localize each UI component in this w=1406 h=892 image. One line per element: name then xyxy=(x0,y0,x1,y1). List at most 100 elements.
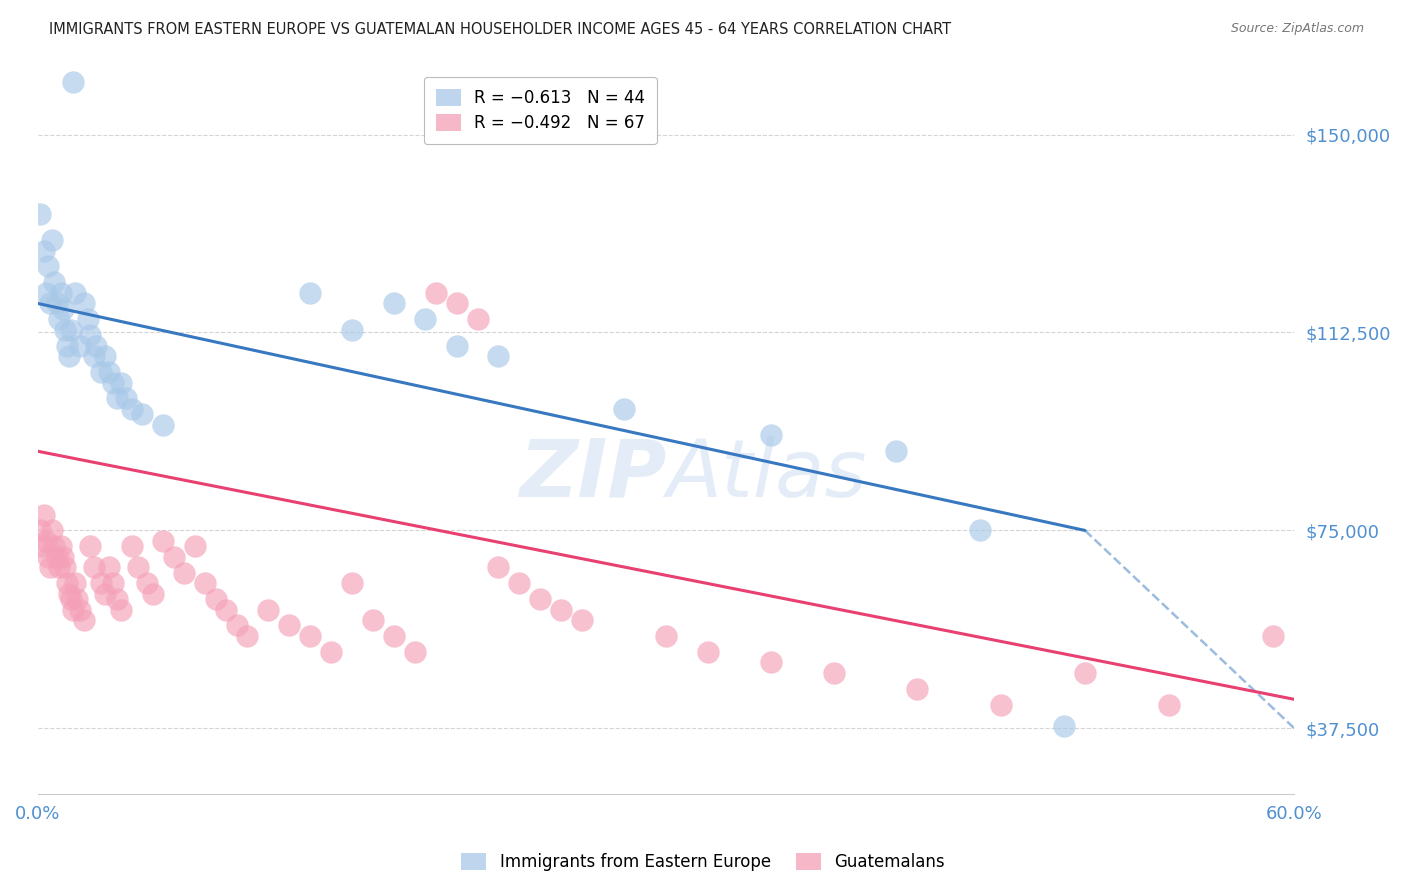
Point xyxy=(60,592,83,607)
Point xyxy=(86,339,108,353)
Point xyxy=(508,576,530,591)
Point xyxy=(31,539,53,553)
Point xyxy=(35,285,58,300)
Point xyxy=(77,312,100,326)
Point xyxy=(173,566,195,580)
Point xyxy=(110,376,132,390)
Point xyxy=(105,592,128,607)
Point xyxy=(1053,719,1076,733)
Point xyxy=(382,629,405,643)
Text: IMMIGRANTS FROM EASTERN EUROPE VS GUATEMALAN HOUSEHOLDER INCOME AGES 45 - 64 YEA: IMMIGRANTS FROM EASTERN EUROPE VS GUATEM… xyxy=(49,22,952,37)
Point xyxy=(69,339,91,353)
Point xyxy=(759,656,782,670)
Point xyxy=(655,629,678,643)
Point xyxy=(60,323,83,337)
Point xyxy=(28,524,51,538)
Point xyxy=(204,592,226,607)
Point xyxy=(41,233,63,247)
Point xyxy=(58,587,80,601)
Point xyxy=(361,613,384,627)
Point xyxy=(131,407,153,421)
Point xyxy=(65,285,87,300)
Point xyxy=(39,296,62,310)
Point xyxy=(1263,629,1285,643)
Point xyxy=(56,339,79,353)
Point xyxy=(1074,665,1097,680)
Point xyxy=(1157,698,1180,712)
Point xyxy=(97,560,120,574)
Point xyxy=(62,602,84,616)
Point xyxy=(413,312,436,326)
Point xyxy=(39,560,62,574)
Point xyxy=(41,524,63,538)
Point xyxy=(49,539,72,553)
Point xyxy=(298,629,321,643)
Point xyxy=(73,296,96,310)
Point xyxy=(127,560,149,574)
Point xyxy=(110,602,132,616)
Point xyxy=(97,365,120,379)
Point xyxy=(340,323,363,337)
Point xyxy=(83,560,105,574)
Text: Atlas: Atlas xyxy=(666,436,866,514)
Point xyxy=(340,576,363,591)
Point xyxy=(488,349,510,363)
Point xyxy=(446,296,468,310)
Point xyxy=(905,681,928,696)
Point xyxy=(79,539,101,553)
Point xyxy=(65,576,87,591)
Point xyxy=(425,285,447,300)
Point xyxy=(823,665,845,680)
Point xyxy=(58,349,80,363)
Point xyxy=(184,539,207,553)
Point xyxy=(45,549,67,564)
Point xyxy=(32,244,55,258)
Point xyxy=(488,560,510,574)
Point xyxy=(152,533,174,548)
Point xyxy=(382,296,405,310)
Point xyxy=(37,549,59,564)
Point xyxy=(969,524,991,538)
Point xyxy=(215,602,238,616)
Point xyxy=(52,301,75,316)
Point xyxy=(194,576,217,591)
Point xyxy=(83,349,105,363)
Point xyxy=(73,613,96,627)
Point xyxy=(62,75,84,89)
Point xyxy=(69,602,91,616)
Point xyxy=(225,618,247,632)
Point xyxy=(35,533,58,548)
Point xyxy=(52,549,75,564)
Point xyxy=(152,417,174,432)
Point xyxy=(404,645,426,659)
Point xyxy=(550,602,572,616)
Legend: R = −0.613   N = 44, R = −0.492   N = 67: R = −0.613 N = 44, R = −0.492 N = 67 xyxy=(425,77,657,144)
Point xyxy=(79,328,101,343)
Point xyxy=(53,323,76,337)
Point xyxy=(44,275,66,289)
Point xyxy=(56,576,79,591)
Point xyxy=(32,508,55,522)
Point xyxy=(759,428,782,442)
Point xyxy=(121,402,143,417)
Point xyxy=(319,645,342,659)
Point xyxy=(45,296,67,310)
Point xyxy=(49,285,72,300)
Point xyxy=(89,365,111,379)
Point xyxy=(105,392,128,406)
Point xyxy=(467,312,489,326)
Point xyxy=(89,576,111,591)
Text: ZIP: ZIP xyxy=(519,436,666,514)
Point xyxy=(571,613,593,627)
Point xyxy=(529,592,551,607)
Point xyxy=(990,698,1012,712)
Point xyxy=(886,444,908,458)
Point xyxy=(236,629,259,643)
Point xyxy=(163,549,186,564)
Point xyxy=(101,376,124,390)
Point xyxy=(53,560,76,574)
Point xyxy=(93,587,115,601)
Point xyxy=(66,592,89,607)
Point xyxy=(697,645,720,659)
Legend: Immigrants from Eastern Europe, Guatemalans: Immigrants from Eastern Europe, Guatemal… xyxy=(453,845,953,880)
